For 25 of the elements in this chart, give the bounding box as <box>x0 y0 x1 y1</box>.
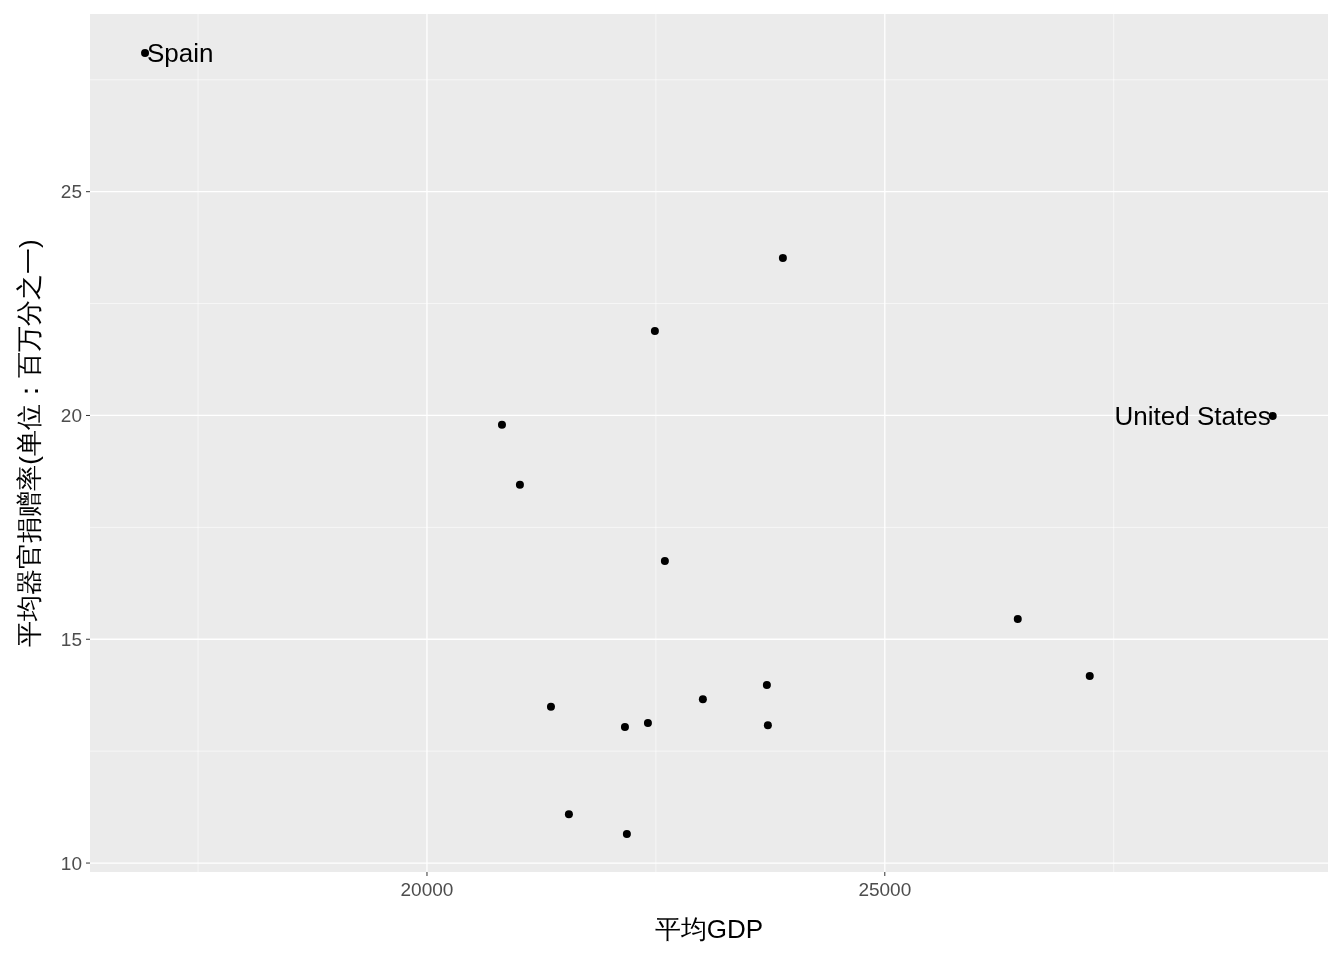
x-tick-label: 20000 <box>400 879 454 900</box>
y-axis-title: 平均器官捐赠率(单位：百万分之一) <box>14 239 44 647</box>
annotation: Spain <box>147 38 214 69</box>
point <box>660 556 669 565</box>
point <box>546 702 555 711</box>
x-tick-label: 25000 <box>858 879 912 900</box>
point <box>564 810 573 819</box>
point <box>763 721 772 730</box>
point <box>778 253 787 262</box>
point <box>762 680 771 689</box>
y-tick-label: 10 <box>60 852 82 874</box>
point <box>497 420 506 429</box>
point <box>1013 615 1022 624</box>
point <box>622 829 631 838</box>
x-axis-title: 平均GDP <box>654 914 764 944</box>
point <box>650 326 659 335</box>
point <box>620 722 629 731</box>
y-tick-label: 15 <box>60 628 82 650</box>
point <box>643 718 652 727</box>
y-tick-label: 25 <box>60 181 82 203</box>
point <box>515 480 524 489</box>
y-tick-label: 20 <box>60 405 82 427</box>
annotation: United States <box>1114 401 1271 432</box>
point <box>698 695 707 704</box>
point <box>1085 671 1094 680</box>
